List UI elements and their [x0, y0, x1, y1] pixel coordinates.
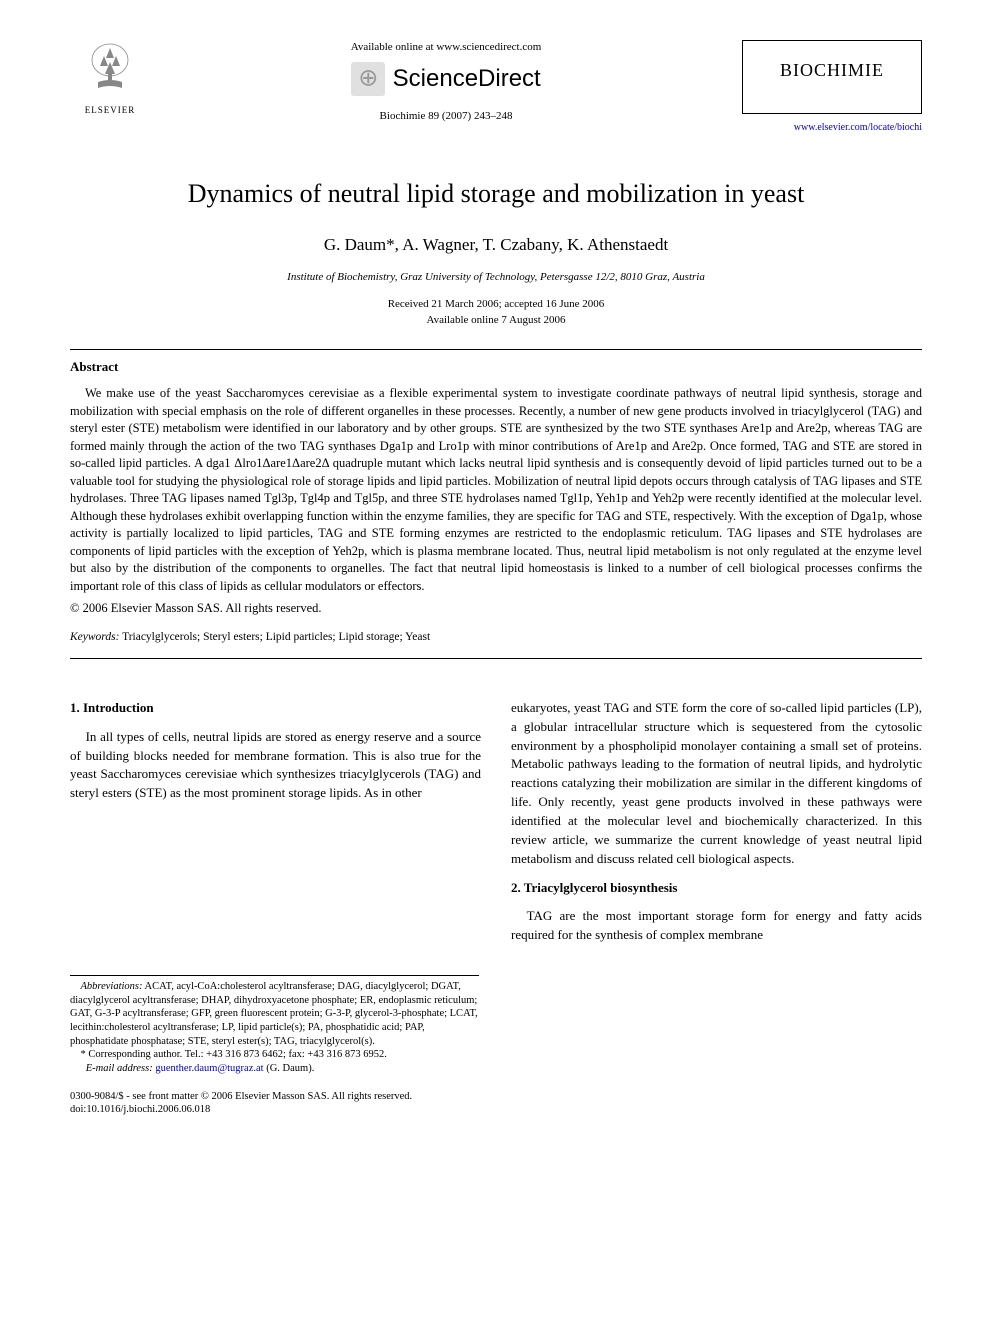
- received-date: Received 21 March 2006; accepted 16 June…: [70, 297, 922, 313]
- article-title: Dynamics of neutral lipid storage and mo…: [70, 175, 922, 213]
- doi-line: doi:10.1016/j.biochi.2006.06.018: [70, 1103, 922, 1117]
- publisher-logo: ELSEVIER: [70, 40, 150, 117]
- abstract-section: Abstract We make use of the yeast Saccha…: [70, 358, 922, 617]
- journal-name: BIOCHIMIE: [753, 57, 911, 83]
- rule-bottom: [70, 658, 922, 659]
- sciencedirect-text: ScienceDirect: [393, 65, 541, 92]
- article-dates: Received 21 March 2006; accepted 16 June…: [70, 297, 922, 329]
- front-matter-line: 0300-9084/$ - see front matter © 2006 El…: [70, 1090, 922, 1104]
- keywords-line: Keywords: Triacylglycerols; Steryl ester…: [70, 629, 922, 646]
- rule-top: [70, 349, 922, 350]
- abstract-copyright: © 2006 Elsevier Masson SAS. All rights r…: [70, 599, 922, 617]
- sciencedirect-icon: [351, 62, 385, 96]
- sciencedirect-logo: ScienceDirect: [150, 62, 742, 97]
- corresponding-author-footnote: * Corresponding author. Tel.: +43 316 87…: [70, 1048, 479, 1062]
- sec2-paragraph-1: TAG are the most important storage form …: [511, 907, 922, 945]
- affiliation: Institute of Biochemistry, Graz Universi…: [70, 270, 922, 286]
- email-footnote: E-mail address: guenther.daum@tugraz.at …: [70, 1062, 479, 1076]
- keywords-text: Triacylglycerols; Steryl esters; Lipid p…: [119, 631, 430, 643]
- citation-line: Biochimie 89 (2007) 243–248: [150, 109, 742, 125]
- corr-label: * Corresponding author.: [81, 1049, 185, 1060]
- journal-branding: BIOCHIMIE: [742, 40, 922, 114]
- footnotes-block: Abbreviations: ACAT, acyl-CoA:cholestero…: [70, 975, 479, 1075]
- email-suffix: (G. Daum).: [264, 1063, 315, 1074]
- publisher-name: ELSEVIER: [70, 104, 150, 117]
- corr-text: Tel.: +43 316 873 6462; fax: +43 316 873…: [185, 1049, 387, 1060]
- page-footer-meta: 0300-9084/$ - see front matter © 2006 El…: [70, 1090, 922, 1117]
- email-label: E-mail address:: [86, 1063, 153, 1074]
- author-email-link[interactable]: guenther.daum@tugraz.at: [155, 1063, 263, 1074]
- journal-box: BIOCHIMIE: [742, 40, 922, 114]
- section-2-heading: 2. Triacylglycerol biosynthesis: [511, 879, 922, 898]
- available-online-text: Available online at www.sciencedirect.co…: [150, 40, 742, 56]
- abbreviations-footnote: Abbreviations: ACAT, acyl-CoA:cholestero…: [70, 980, 479, 1048]
- elsevier-tree-icon: [70, 40, 150, 104]
- intro-paragraph-1: In all types of cells, neutral lipids ar…: [70, 728, 481, 803]
- page-header: ELSEVIER Available online at www.science…: [70, 40, 922, 125]
- author-list: G. Daum*, A. Wagner, T. Czabany, K. Athe…: [70, 233, 922, 258]
- body-columns: 1. Introduction In all types of cells, n…: [70, 699, 922, 955]
- center-header: Available online at www.sciencedirect.co…: [150, 40, 742, 125]
- intro-paragraph-1-cont: eukaryotes, yeast TAG and STE form the c…: [511, 699, 922, 869]
- keywords-label: Keywords:: [70, 631, 119, 643]
- available-date: Available online 7 August 2006: [70, 313, 922, 329]
- abstract-heading: Abstract: [70, 358, 922, 377]
- abstract-text: We make use of the yeast Saccharomyces c…: [70, 385, 922, 595]
- abbrev-label: Abbreviations:: [81, 981, 143, 992]
- section-1-heading: 1. Introduction: [70, 699, 481, 718]
